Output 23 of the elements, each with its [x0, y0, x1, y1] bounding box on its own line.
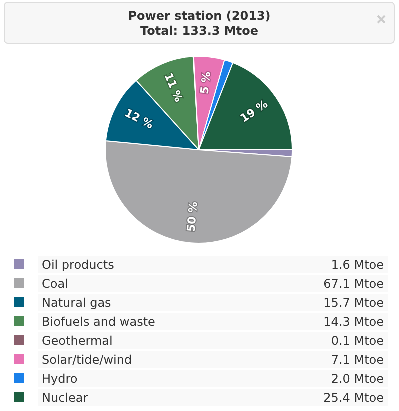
data-label: 15.7 Mtoe	[262, 294, 388, 311]
legend-label: Solar/tide/wind	[38, 351, 262, 368]
text: 50 %	[184, 201, 200, 233]
text: 12 %	[122, 106, 156, 132]
legend-label: Hydro	[38, 370, 262, 387]
legend-label: Coal	[38, 275, 262, 292]
data-label: 1.6 Mtoe	[262, 256, 388, 273]
text: 5 %	[198, 71, 214, 95]
data-label: 7.1 Mtoe	[262, 351, 388, 368]
chart-title: Power station (2013)	[127, 9, 272, 23]
data-label: 0.1 Mtoe	[262, 332, 388, 349]
data-label: 2.0 Mtoe	[262, 370, 388, 387]
data-label: 67.1 Mtoe	[262, 275, 388, 292]
legend-label: Biofuels and waste	[38, 313, 262, 330]
chart-subtitle: Total: 133.3 Mtoe	[140, 24, 260, 38]
data-label: 25.4 Mtoe	[262, 389, 388, 406]
legend-label: Geothermal	[38, 332, 262, 349]
legend-label: Natural gas	[38, 294, 262, 311]
text: 19 %	[238, 98, 270, 126]
legend-label: Nuclear	[38, 389, 262, 406]
text: 11 %	[162, 71, 186, 104]
legend-label: Oil products	[38, 256, 262, 273]
data-label: 14.3 Mtoe	[262, 313, 388, 330]
